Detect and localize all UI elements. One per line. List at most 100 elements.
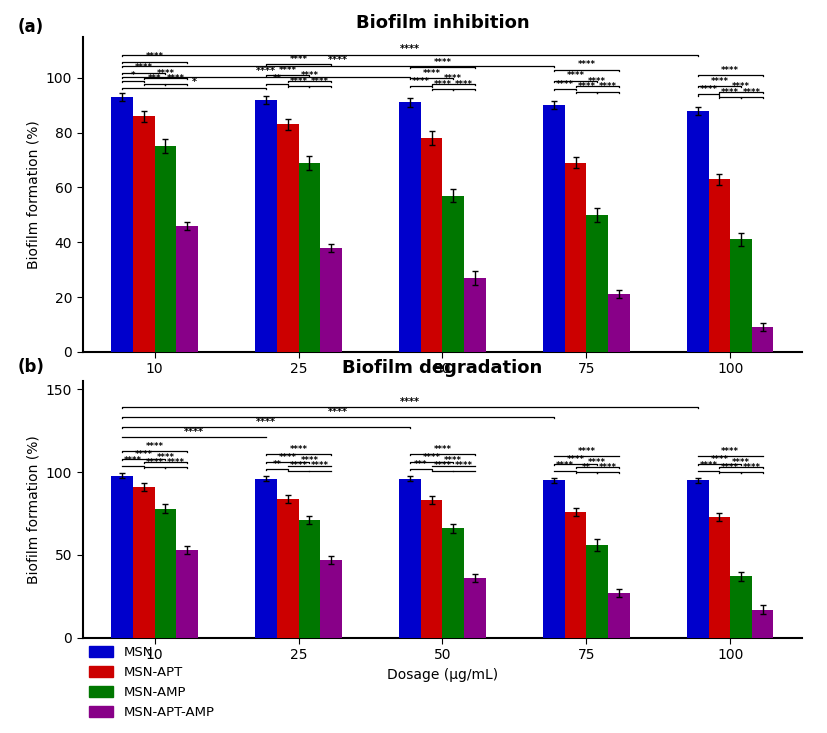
Text: ****: **** (455, 80, 473, 89)
Text: ****: **** (184, 427, 204, 437)
Text: ****: **** (721, 463, 739, 472)
Text: ****: **** (566, 71, 585, 81)
Bar (543, 480, 565, 638)
Text: ****: **** (710, 77, 729, 86)
Text: ****: **** (167, 74, 185, 83)
Text: (b): (b) (18, 358, 45, 376)
Bar (176, 226, 198, 352)
Text: ****: **** (732, 458, 750, 467)
Text: ****: **** (135, 63, 153, 72)
Bar (176, 550, 198, 638)
Bar (155, 147, 176, 352)
Text: ****: **** (433, 58, 452, 67)
Text: ****: **** (146, 458, 164, 467)
Bar (709, 179, 730, 352)
Text: ****: **** (400, 44, 420, 54)
Text: ****: **** (400, 397, 420, 407)
Text: ****: **** (721, 446, 739, 455)
Text: ****: **** (721, 66, 739, 75)
Bar (752, 610, 773, 638)
Text: ****: **** (423, 69, 441, 78)
Text: ****: **** (588, 77, 606, 86)
Text: ****: **** (124, 457, 142, 465)
Text: ****: **** (599, 82, 617, 92)
Text: ****: **** (743, 463, 761, 472)
Text: ****: **** (577, 82, 595, 92)
Text: ****: **** (433, 80, 452, 89)
Bar (543, 105, 565, 352)
Text: ****: **** (289, 55, 308, 64)
Text: ****: **** (566, 455, 585, 464)
Text: ****: **** (256, 416, 276, 427)
Legend: MSN, MSN-APT, MSN-AMP, MSN-APT-AMP: MSN, MSN-APT, MSN-AMP, MSN-APT-AMP (89, 646, 214, 719)
Text: ****: **** (423, 453, 441, 463)
Y-axis label: Biofilm formation (%): Biofilm formation (%) (26, 120, 41, 268)
Text: ****: **** (146, 441, 164, 451)
Bar (752, 327, 773, 352)
Text: **: ** (582, 463, 590, 472)
X-axis label: Dosage (μg/mL): Dosage (μg/mL) (387, 668, 498, 682)
Bar (399, 479, 421, 638)
Text: ****: **** (700, 462, 718, 471)
Bar (687, 480, 709, 638)
Text: ****: **** (328, 407, 348, 416)
Text: ***: *** (414, 460, 428, 469)
Text: ****: **** (588, 458, 606, 467)
Bar (464, 578, 485, 638)
Bar (421, 138, 442, 352)
Text: ****: **** (556, 462, 574, 471)
Text: ****: **** (732, 82, 750, 92)
Bar (586, 215, 608, 352)
Title: Biofilm degradation: Biofilm degradation (342, 359, 543, 377)
Text: ****: **** (311, 77, 329, 86)
Text: ****: **** (743, 88, 761, 97)
Text: ****: **** (311, 462, 329, 471)
Text: ****: **** (577, 60, 595, 70)
Text: ****: **** (289, 77, 308, 86)
Bar (565, 512, 586, 638)
Bar (608, 294, 629, 352)
Bar (133, 116, 155, 352)
Text: ****: **** (599, 463, 617, 472)
Bar (133, 487, 155, 638)
Text: *: * (131, 71, 136, 81)
Text: ****: **** (433, 445, 452, 454)
Text: ****: **** (710, 455, 729, 464)
Bar (112, 476, 133, 638)
Text: **: ** (272, 460, 281, 469)
Bar (421, 501, 442, 638)
Text: ****: **** (455, 462, 473, 471)
Bar (320, 560, 342, 638)
Bar (608, 593, 629, 638)
Bar (155, 509, 176, 638)
Text: ****: **** (300, 457, 318, 465)
Text: ****: **** (279, 453, 297, 463)
Bar (277, 498, 299, 638)
Text: ****: **** (279, 66, 297, 75)
Text: ***: *** (148, 74, 161, 83)
Bar (442, 196, 464, 352)
Text: ****: **** (146, 52, 164, 61)
Text: ****: **** (135, 450, 153, 459)
Text: ****: **** (328, 55, 348, 65)
Text: ****: **** (412, 77, 430, 86)
Text: ****: **** (256, 66, 276, 76)
Text: ****: **** (300, 71, 318, 81)
Text: ****: **** (433, 462, 452, 471)
Bar (112, 97, 133, 352)
Text: ****: **** (577, 446, 595, 455)
Y-axis label: Biofilm formation (%): Biofilm formation (%) (26, 435, 41, 583)
Bar (464, 278, 485, 352)
Title: Biofilm inhibition: Biofilm inhibition (356, 15, 529, 32)
Bar (709, 517, 730, 638)
Text: ****: **** (156, 69, 174, 78)
Text: ****: **** (700, 85, 718, 94)
Text: ****: **** (721, 88, 739, 97)
Text: ****: **** (444, 457, 462, 465)
Bar (565, 163, 586, 352)
Text: *: * (192, 77, 197, 87)
Text: ****: **** (289, 445, 308, 454)
Text: **: ** (272, 74, 281, 83)
Bar (730, 240, 752, 352)
X-axis label: Dosage (μg/mL): Dosage (μg/mL) (387, 382, 498, 396)
